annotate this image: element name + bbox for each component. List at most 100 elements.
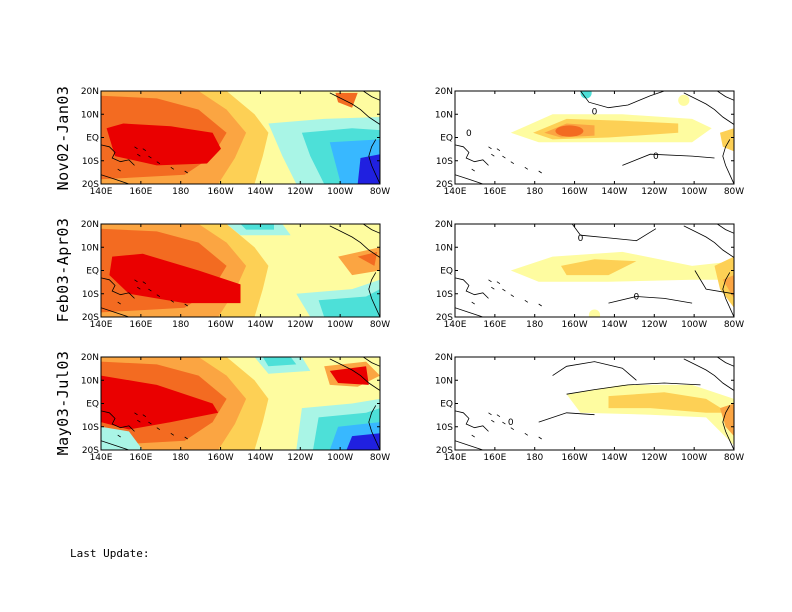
x-tick-label: 140E: [90, 187, 113, 197]
y-tick-label: 20N: [435, 220, 453, 230]
island: [117, 168, 121, 172]
y-tick-label: 10S: [82, 290, 99, 300]
island: [488, 146, 492, 150]
island: [142, 281, 147, 285]
island: [502, 421, 506, 425]
island: [137, 286, 141, 290]
island: [148, 155, 152, 159]
island: [117, 301, 121, 305]
field-deep-blue: [346, 433, 380, 450]
y-tick-label: 20N: [81, 220, 99, 230]
x-tick-label: 160W: [562, 320, 588, 330]
field-deep-blue: [357, 154, 380, 184]
coastline: [722, 272, 734, 317]
coastline: [717, 224, 734, 234]
island: [471, 168, 475, 172]
island: [538, 436, 542, 440]
coastline: [455, 440, 484, 450]
field-deep-red: [101, 375, 219, 430]
island: [491, 153, 495, 157]
island: [134, 412, 138, 416]
x-tick-label: 180: [172, 320, 189, 330]
y-tick-label: EQ: [86, 267, 99, 277]
x-tick-label: 180: [526, 453, 543, 463]
x-tick-label: 160E: [483, 320, 506, 330]
y-tick-label: 20N: [435, 87, 453, 97]
x-tick-label: 140W: [247, 187, 273, 197]
island: [148, 421, 152, 425]
island: [137, 153, 141, 157]
island: [524, 166, 529, 170]
x-tick-label: 120W: [641, 453, 667, 463]
y-tick-label: 10N: [435, 243, 453, 253]
field-cyan-n: [580, 91, 592, 99]
island: [117, 434, 121, 438]
island: [156, 161, 161, 165]
island: [502, 288, 506, 292]
island: [170, 166, 175, 170]
x-tick-label: 80W: [370, 453, 390, 463]
coastline: [683, 92, 734, 125]
y-tick-label: 20N: [435, 353, 453, 363]
x-tick-label: 100W: [327, 320, 353, 330]
x-tick-label: 140E: [90, 320, 113, 330]
y-tick-label: 10N: [81, 110, 99, 120]
x-tick-label: 80W: [370, 187, 390, 197]
island: [184, 436, 188, 440]
x-tick-label: 100W: [327, 187, 353, 197]
coastline: [101, 277, 135, 299]
island: [170, 299, 175, 303]
map-panel-6: 0 140E 160E 180 160W 140W 120W 100W 80W 20N 10N EQ 1…: [435, 353, 744, 463]
island: [471, 434, 475, 438]
coastline: [101, 307, 130, 317]
field-east-orange: [720, 403, 734, 437]
x-tick-label: 80W: [724, 453, 744, 463]
y-tick-label: 10S: [82, 157, 99, 167]
y-tick-label: 10N: [81, 243, 99, 253]
island: [148, 288, 152, 292]
y-tick-label: 10S: [436, 423, 453, 433]
y-tick-label: 20S: [82, 313, 99, 323]
x-tick-label: 140W: [601, 187, 627, 197]
contour-line: [571, 224, 657, 242]
sst-fill: [101, 91, 380, 184]
coastline: [683, 225, 734, 258]
y-tick-label: 20S: [82, 180, 99, 190]
field-light-orange: [561, 259, 637, 276]
y-tick-label: EQ: [440, 134, 453, 144]
x-tick-label: 140E: [444, 320, 467, 330]
coastline: [455, 277, 489, 299]
island: [510, 427, 515, 431]
coastline: [363, 357, 380, 367]
anomaly-fill: 00: [455, 224, 734, 317]
x-tick-label: 100W: [681, 453, 707, 463]
contour-line: [694, 270, 734, 295]
x-tick-label: 160E: [483, 453, 506, 463]
y-tick-label: 10S: [436, 290, 453, 300]
x-tick-label: 120W: [287, 187, 313, 197]
contour-line: [622, 153, 715, 166]
x-tick-label: 160W: [208, 187, 234, 197]
island: [496, 281, 501, 285]
contour-line: [566, 382, 701, 395]
field-cyan-top: [240, 224, 274, 230]
island: [142, 148, 147, 152]
island: [184, 170, 188, 174]
x-tick-label: 120W: [641, 320, 667, 330]
x-tick-label: 180: [526, 320, 543, 330]
y-tick-label: EQ: [86, 400, 99, 410]
x-tick-label: 160E: [483, 187, 506, 197]
field-yellow-n: [678, 94, 690, 106]
island: [156, 294, 161, 298]
island: [524, 432, 529, 436]
island: [496, 148, 501, 152]
y-tick-label: 10N: [81, 376, 99, 386]
island: [524, 299, 529, 303]
contour-zero-label: 0: [653, 152, 659, 162]
x-tick-label: 160W: [208, 453, 234, 463]
x-tick-label: 140W: [247, 320, 273, 330]
field-orange-red-east: [357, 251, 378, 266]
map-panel-3: 140E 160E 180 160W 140W 120W 100W 80W 20N 10N EQ 10…: [81, 220, 390, 330]
